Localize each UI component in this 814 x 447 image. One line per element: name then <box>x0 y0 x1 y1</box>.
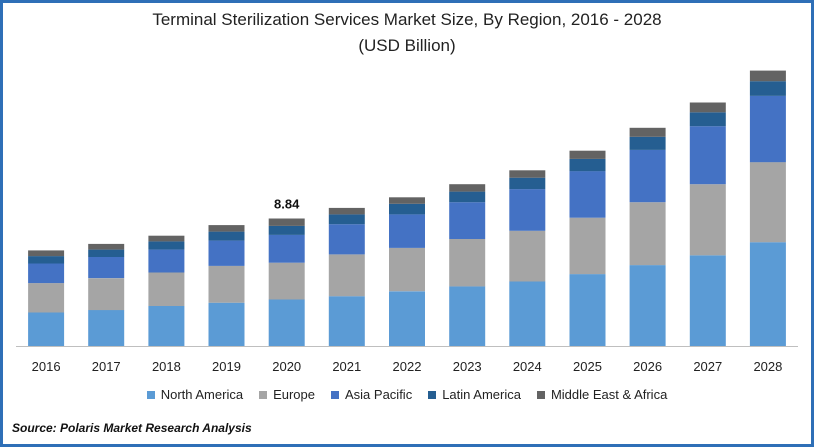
bar-segment <box>749 162 786 243</box>
chart-subtitle: (USD Billion) <box>358 36 456 55</box>
bar-segment <box>689 102 726 113</box>
bar-segment <box>88 256 125 279</box>
bar-segment <box>28 250 65 257</box>
x-tick-label: 2019 <box>212 359 241 374</box>
chart-title: Terminal Sterilization Services Market S… <box>152 10 662 29</box>
bar-segment <box>88 249 125 257</box>
legend-item: North America <box>146 387 244 402</box>
bar-segment <box>148 235 185 242</box>
bar-segment <box>268 299 305 346</box>
x-tick-label: 2028 <box>753 359 782 374</box>
bar-segment <box>148 241 185 250</box>
bar-segment <box>389 203 425 215</box>
legend-label: North America <box>160 387 244 402</box>
bar-segment <box>569 217 606 275</box>
bar-segment <box>449 191 486 203</box>
bar-segment <box>569 158 606 172</box>
bar-segment <box>148 249 185 273</box>
bar-segment <box>749 96 786 163</box>
bar-segment <box>449 184 486 192</box>
x-tick-label: 2025 <box>573 359 602 374</box>
chart-legend: North America Europe Asia Pacific Latin Ame… <box>0 387 814 402</box>
legend-label: Middle East & Africa <box>550 387 668 402</box>
bar-segment <box>509 230 546 282</box>
bar-segment <box>389 214 425 248</box>
source-note: Source: Polaris Market Research Analysis <box>12 421 252 435</box>
x-tick-label: 2023 <box>453 359 482 374</box>
bar-segment <box>148 306 185 346</box>
legend-swatch <box>331 390 339 399</box>
bar-segment <box>749 81 786 96</box>
bar-segment <box>88 243 125 250</box>
bar-segment <box>268 218 305 226</box>
bar-segment <box>28 312 65 346</box>
bar-segment <box>328 254 365 297</box>
bar-segment <box>629 202 666 266</box>
bar-segment <box>629 265 666 346</box>
bar-segment <box>629 149 666 203</box>
bar-segment <box>328 214 365 225</box>
x-tick-label: 2024 <box>513 359 542 374</box>
x-tick-label: 2027 <box>693 359 722 374</box>
x-tick-label: 2026 <box>633 359 662 374</box>
bar-segment <box>689 112 726 127</box>
legend-swatch <box>536 390 545 399</box>
bar-segment <box>328 207 365 215</box>
bar-segment <box>88 310 125 346</box>
bar-segment <box>749 242 786 346</box>
bar-segment <box>749 70 786 82</box>
bar-segment <box>449 286 486 346</box>
bar-segment <box>629 127 666 137</box>
bar-segment <box>509 170 546 178</box>
legend-item: Asia Pacific <box>331 387 412 402</box>
legend-swatch <box>428 390 437 399</box>
bar-segment <box>268 262 305 300</box>
bar-segment <box>569 171 606 218</box>
bar-segment <box>569 150 606 159</box>
bar-segment <box>689 255 726 346</box>
bar-segment <box>389 291 425 346</box>
bar-segment <box>208 240 245 266</box>
bar-segment <box>449 202 486 239</box>
bar-segment <box>449 239 486 287</box>
x-tick-label: 2018 <box>152 359 181 374</box>
legend-label: Latin America <box>442 387 521 402</box>
bar-segment <box>88 278 125 311</box>
bar-segment <box>268 225 305 235</box>
x-tick-label: 2020 <box>272 359 301 374</box>
bar-segment <box>389 247 425 292</box>
bar-segment <box>328 224 365 255</box>
x-tick-label: 2016 <box>32 359 61 374</box>
bar-segment <box>328 296 365 346</box>
x-tick-label: 2021 <box>332 359 361 374</box>
bar-segment <box>689 184 726 256</box>
legend-swatch <box>259 390 268 399</box>
legend-swatch <box>146 390 155 399</box>
bar-segment <box>208 225 245 232</box>
bar-segment <box>509 189 546 231</box>
bar-segment <box>689 126 726 185</box>
bar-segment <box>389 197 425 204</box>
bar-segment <box>28 256 65 264</box>
bar-segment <box>208 302 245 346</box>
bar-segment <box>629 136 666 150</box>
legend-item: Middle East & Africa <box>536 387 668 402</box>
bar-segment <box>148 272 185 306</box>
bar-segment <box>208 231 245 241</box>
bar-segment <box>569 274 606 346</box>
bar-segment <box>28 283 65 313</box>
bar-segment <box>509 177 546 190</box>
data-label: 8.84 <box>274 197 300 212</box>
legend-item: Europe <box>259 387 315 402</box>
bar-segment <box>268 234 305 263</box>
bar-segment <box>208 265 245 303</box>
bar-segment <box>509 281 546 346</box>
x-tick-label: 2022 <box>393 359 422 374</box>
legend-label: Asia Pacific <box>345 387 413 402</box>
x-tick-label: 2017 <box>92 359 121 374</box>
legend-item: Latin America <box>428 387 521 402</box>
legend-label: Europe <box>273 387 315 402</box>
bar-segment <box>28 263 65 284</box>
